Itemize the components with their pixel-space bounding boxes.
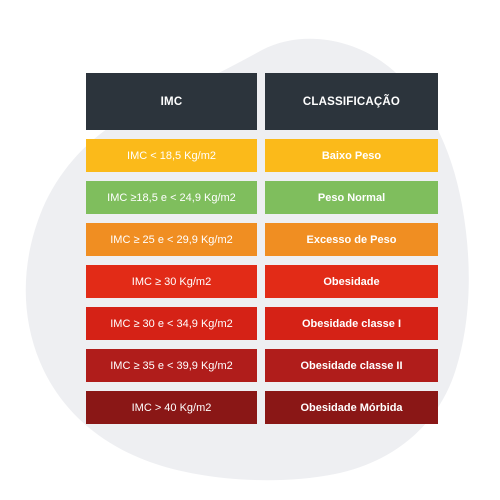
row-2-imc-label: IMC ≥18,5 e < 24,9 Kg/m2 [107, 191, 236, 204]
row-7-classificacao: Obesidade Mórbida [265, 391, 438, 424]
row-5-imc: IMC ≥ 30 e < 34,9 Kg/m2 [86, 307, 257, 340]
row-2-classificacao-label: Peso Normal [317, 191, 386, 204]
row-3-imc-label: IMC ≥ 25 e < 29,9 Kg/m2 [110, 233, 233, 246]
header-imc: IMC [86, 73, 257, 130]
header-classificacao-label: CLASSIFICAÇÃO [302, 95, 401, 108]
row-1-imc-label: IMC < 18,5 Kg/m2 [127, 149, 216, 162]
row-5-classificacao-label: Obesidade classe I [301, 317, 402, 330]
row-4-imc-label: IMC ≥ 30 Kg/m2 [131, 275, 212, 288]
row-6-classificacao: Obesidade classe II [265, 349, 438, 382]
header-classificacao: CLASSIFICAÇÃO [265, 73, 438, 130]
row-7-imc-label: IMC > 40 Kg/m2 [131, 401, 212, 414]
row-6-imc-label: IMC ≥ 35 e < 39,9 Kg/m2 [110, 359, 233, 372]
row-6-imc: IMC ≥ 35 e < 39,9 Kg/m2 [86, 349, 257, 382]
row-1-imc: IMC < 18,5 Kg/m2 [86, 139, 257, 172]
row-4-classificacao-label: Obesidade [323, 275, 380, 288]
row-3-imc: IMC ≥ 25 e < 29,9 Kg/m2 [86, 223, 257, 256]
row-2-imc: IMC ≥18,5 e < 24,9 Kg/m2 [86, 181, 257, 214]
row-2-classificacao: Peso Normal [265, 181, 438, 214]
row-5-classificacao: Obesidade classe I [265, 307, 438, 340]
row-7-imc: IMC > 40 Kg/m2 [86, 391, 257, 424]
row-7-classificacao-label: Obesidade Mórbida [300, 401, 403, 414]
row-1-classificacao-label: Baixo Peso [321, 149, 382, 162]
row-3-classificacao: Excesso de Peso [265, 223, 438, 256]
row-1-classificacao: Baixo Peso [265, 139, 438, 172]
row-3-classificacao-label: Excesso de Peso [306, 233, 397, 246]
row-4-classificacao: Obesidade [265, 265, 438, 298]
row-4-imc: IMC ≥ 30 Kg/m2 [86, 265, 257, 298]
header-imc-label: IMC [160, 95, 183, 108]
row-6-classificacao-label: Obesidade classe II [300, 359, 403, 372]
row-5-imc-label: IMC ≥ 30 e < 34,9 Kg/m2 [110, 317, 233, 330]
